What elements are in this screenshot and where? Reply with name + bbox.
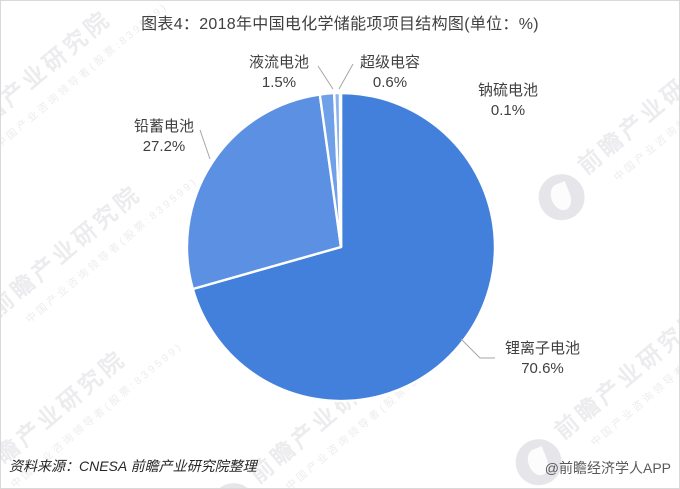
label-sodium-sulfur: 钠硫电池 0.1% [468,81,548,121]
label-lithium-ion: 锂离子电池 70.6% [495,339,590,379]
label-supercapacitor: 超级电容 0.6% [350,53,430,93]
slice-pct: 27.2% [142,138,186,155]
label-lead-acid: 铅蓄电池 27.2% [124,117,204,157]
pie-slice-钠硫电池 [338,91,343,249]
leader-lines [199,63,495,359]
slice-name: 液流电池 [248,54,309,71]
source-note: 资料来源：CNESA 前瞻产业研究院整理 [9,458,257,474]
leader-line-lead-acid [199,129,211,160]
slice-pct: 70.6% [521,360,564,377]
leader-line-supercapacitor [338,63,354,90]
slice-name: 铅蓄电池 [133,118,194,135]
slice-pct: 0.6% [372,74,408,91]
pie-chart [185,91,497,403]
label-flow-battery: 液流电池 1.5% [239,53,319,93]
slice-name: 超级电容 [359,54,420,71]
leader-line-flow-battery [317,65,334,90]
pie-slice-锂离子电池 [191,91,497,403]
slice-pct: 1.5% [261,74,297,91]
credit-note: @前瞻经济学人APP [544,460,671,476]
slice-name: 锂离子电池 [504,340,580,357]
pie-slice-铅蓄电池 [185,93,343,291]
leader-line-lithium-ion [460,338,495,359]
chart-title: 图表4：2018年中国电化学储能项项目结构图(单位：%) [141,16,539,33]
slice-pct: 0.1% [490,102,526,119]
slice-name: 钠硫电池 [477,82,538,99]
